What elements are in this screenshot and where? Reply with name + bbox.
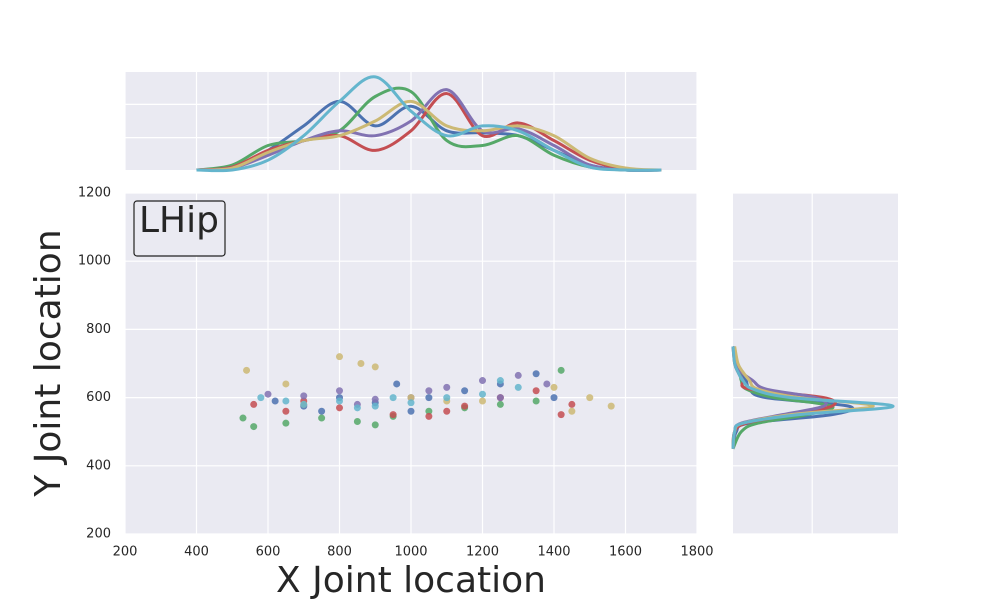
x-tick-label: 1800 — [680, 545, 713, 560]
scatter-point — [443, 407, 451, 415]
scatter-point — [389, 394, 397, 402]
y-tick-label: 1200 — [78, 186, 111, 201]
scatter-point — [282, 407, 290, 415]
scatter-point — [550, 383, 558, 391]
scatter-point — [479, 377, 486, 385]
scatter-point — [336, 397, 343, 405]
scatter-point — [568, 400, 576, 408]
kde-x-line — [196, 88, 662, 172]
scatter-point — [557, 411, 565, 419]
annotation-box — [133, 200, 226, 257]
x-tick-label: 600 — [256, 545, 281, 560]
x-tick-label: 1000 — [394, 545, 427, 560]
scatter-point — [532, 387, 540, 395]
scatter-point — [282, 397, 290, 405]
y-tick-label: 400 — [86, 458, 111, 473]
x-tick-label: 1400 — [537, 545, 570, 560]
scatter-point — [532, 370, 540, 378]
scatter-point — [336, 404, 343, 412]
scatter-point — [543, 380, 551, 388]
x-tick-label: 400 — [184, 545, 209, 560]
scatter-point — [389, 411, 397, 419]
scatter-point — [271, 397, 279, 405]
scatter-point — [443, 394, 451, 402]
scatter-point — [407, 407, 415, 415]
scatter-point — [425, 407, 433, 415]
scatter-point — [568, 407, 576, 415]
annotation: LHip — [139, 200, 219, 241]
scatter-point — [371, 395, 379, 403]
y-axis-label: Y Joint location — [28, 229, 69, 497]
x-tick-label: 1600 — [609, 545, 642, 560]
scatter-point — [479, 397, 486, 405]
scatter-point — [318, 414, 326, 422]
scatter-point — [496, 394, 504, 402]
scatter-point — [586, 394, 594, 402]
scatter-point — [250, 423, 258, 431]
scatter-point — [336, 353, 343, 361]
scatter-point — [425, 412, 433, 420]
scatter-point — [371, 402, 379, 410]
scatter-point — [300, 400, 308, 408]
scatter-point — [300, 392, 308, 400]
scatter-point — [479, 390, 486, 398]
scatter-point — [461, 402, 469, 410]
y-tick-label: 200 — [86, 527, 111, 542]
scatter-point — [257, 394, 265, 402]
scatter-point — [357, 360, 365, 367]
kde-x-line — [196, 75, 662, 173]
right-panel — [733, 193, 898, 534]
y-tick-label: 600 — [86, 390, 111, 405]
scatter-point — [514, 371, 522, 379]
scatter-point — [318, 407, 326, 415]
x-axis-label: X Joint location — [276, 560, 546, 600]
scatter-point — [371, 363, 379, 371]
x-tick-label: 800 — [327, 545, 352, 560]
kde-x-line — [196, 92, 662, 172]
scatter-point — [496, 377, 504, 385]
scatter-point — [371, 421, 379, 429]
y-tick-label: 1000 — [78, 254, 111, 269]
scatter-point — [393, 380, 401, 388]
y-tick-label: 800 — [86, 322, 111, 337]
scatter-point — [239, 414, 247, 422]
scatter-point — [353, 404, 361, 412]
scatter-point — [557, 366, 565, 374]
scatter-point — [264, 390, 272, 398]
scatter-point — [496, 400, 504, 408]
scatter-point — [282, 380, 290, 388]
scatter-point — [250, 400, 258, 408]
scatter-point — [407, 399, 415, 407]
scatter-point — [550, 394, 558, 402]
scatter-point — [443, 383, 451, 391]
scatter-point — [336, 387, 343, 395]
scatter-point — [282, 419, 290, 427]
kde-x-line — [196, 99, 662, 172]
scatter-point — [532, 397, 540, 405]
x-tick-label: 1200 — [466, 545, 499, 560]
scatter-point — [461, 387, 469, 395]
scatter-point — [607, 402, 615, 410]
kde-y-line — [731, 346, 895, 449]
scatter-point — [514, 383, 522, 391]
scatter-point — [425, 387, 433, 395]
scatter-point — [243, 366, 251, 374]
scatter-point — [425, 394, 433, 402]
x-tick-label: 200 — [113, 545, 138, 560]
plot-layer: 200 400 600 800 1000 1200 1400 1600 1800 200 400 60… — [78, 72, 898, 560]
scatter-point — [353, 417, 361, 425]
scatter-point — [407, 394, 415, 402]
